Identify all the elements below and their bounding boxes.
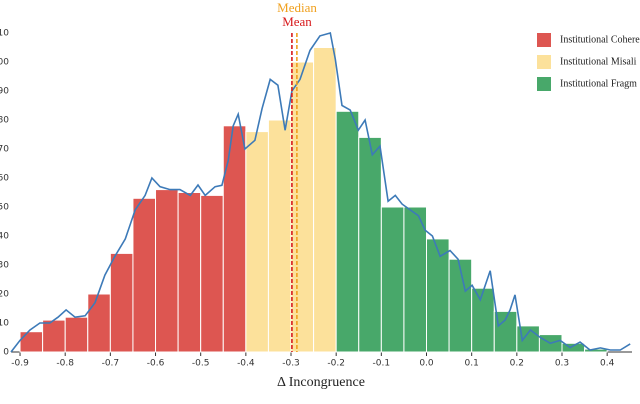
legend-label: Institutional Misali <box>560 56 637 67</box>
y-tick-label: 40 <box>0 232 9 242</box>
x-tick-label: -0.6 <box>147 359 165 369</box>
bar <box>132 197 157 353</box>
y-tick-label: 60 <box>0 174 9 184</box>
x-tick-label: 0.3 <box>555 359 569 369</box>
y-tick-label: 90 <box>0 87 9 97</box>
bar <box>245 131 269 353</box>
median-label: Median <box>277 0 317 15</box>
bar <box>471 287 495 353</box>
x-tick-label: -0.1 <box>373 359 391 369</box>
x-tick-label: -0.3 <box>282 359 300 369</box>
y-tick-label: 0 <box>3 348 9 358</box>
x-tick-label: 0.4 <box>600 359 615 369</box>
x-tick-label: 0.2 <box>510 359 524 369</box>
bar <box>448 258 473 353</box>
bar <box>87 293 111 353</box>
y-tick-label: 100 <box>0 58 9 68</box>
x-tick-label: -0.9 <box>11 359 29 369</box>
legend-swatch <box>537 77 551 91</box>
bar <box>19 331 44 353</box>
bar <box>358 136 382 353</box>
bar <box>109 252 134 353</box>
mean-label: Mean <box>282 14 312 29</box>
bar <box>426 238 450 353</box>
y-tick-label: 10 <box>0 319 9 329</box>
bar <box>290 61 315 353</box>
x-tick-label: -0.7 <box>102 359 120 369</box>
x-axis-label: Δ Incongruence <box>277 375 365 390</box>
y-tick-label: 50 <box>0 203 9 213</box>
legend-label: Institutional Cohere <box>560 34 640 45</box>
x-tick-label: 0.1 <box>465 359 479 369</box>
y-tick-label: 110 <box>0 29 9 39</box>
y-tick-label: 70 <box>0 145 9 155</box>
bar <box>267 119 292 353</box>
bar <box>335 110 360 353</box>
legend-swatch <box>537 33 551 47</box>
x-tick-label: 0.0 <box>419 359 434 369</box>
legend-label: Institutional Fragm <box>560 78 637 89</box>
y-tick-label: 30 <box>0 261 9 271</box>
bar <box>403 206 428 353</box>
x-tick-label: -0.4 <box>237 359 255 369</box>
x-tick-label: -0.8 <box>56 359 74 369</box>
bar <box>64 316 89 353</box>
y-tick-label: 80 <box>0 116 9 126</box>
bar <box>313 47 337 353</box>
y-tick-label: 20 <box>0 290 9 300</box>
x-tick-label: -0.2 <box>327 359 345 369</box>
bar <box>561 342 586 353</box>
bar <box>200 194 224 353</box>
bar <box>222 125 247 353</box>
density-curve <box>10 31 631 353</box>
bar <box>380 206 405 353</box>
x-tick-label: -0.5 <box>192 359 210 369</box>
bar <box>155 189 179 353</box>
legend-swatch <box>537 55 551 69</box>
bar <box>42 319 66 353</box>
bar <box>177 192 202 353</box>
